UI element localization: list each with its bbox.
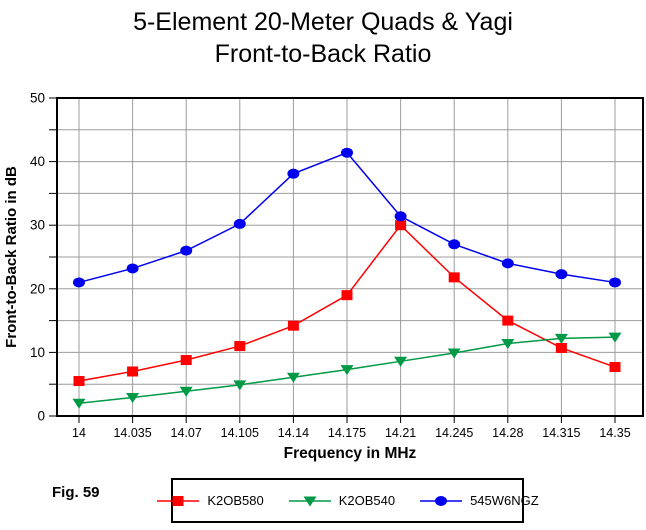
x-tick-label: 14.315 [542,426,580,440]
x-tick-label: 14.175 [328,426,366,440]
legend-item-K2OB580: K2OB580 [156,493,264,508]
series-K2OB540 [72,332,622,409]
legend-label: K2OB580 [207,493,264,508]
square-marker-icon [180,355,192,366]
circle-marker-icon [180,245,193,256]
y-axis-label: Front-to-Back Ratio in dB [3,166,20,348]
triangle-down-marker-icon [179,386,193,397]
triangle-down-marker-icon [554,333,568,344]
chart-canvas: 0 10 20 30 40 50 14 14.035 14.07 14.105 14.14 14.17… [3,91,644,462]
triangle-down-marker-icon [233,380,247,391]
chart-title-line2: Front-to-Back Ratio [214,40,432,68]
chart-title-line1: 5-Element 20-Meter Quads & Yagi [133,8,513,36]
y-tick-label: 30 [30,218,45,233]
legend-circle-marker-icon [420,495,463,506]
legend-square-marker-icon [157,495,200,506]
circle-marker-icon [501,258,514,269]
x-tick-label: 14.28 [492,426,523,440]
square-marker-icon [127,366,139,377]
y-tick-label: 0 [37,409,45,424]
triangle-down-marker-icon [286,372,300,383]
legend-box: K2OB580 K2OB540 545W6NGZ [157,478,539,523]
triangle-down-marker-icon [303,496,317,506]
legend-triangle-down-marker-icon [288,496,331,506]
circle-marker-icon [394,211,407,222]
figure-label: Fig. 59 [52,484,100,501]
triangle-down-marker-icon [447,348,461,359]
square-marker-icon [73,376,85,387]
square-marker-icon [395,220,407,231]
legend-label: K2OB540 [338,493,396,508]
x-tick-label: 14.245 [435,426,473,440]
legend-item-K2OB540: K2OB540 [288,493,395,508]
square-marker-icon [287,320,299,331]
circle-marker-icon [555,269,568,280]
series-545W6NGZ [73,147,621,288]
x-tick-label: 14.21 [385,426,416,440]
series-K2OB580 [73,220,621,387]
circle-marker-icon [448,239,461,250]
square-marker-icon [234,341,246,352]
circle-marker-icon [126,263,139,274]
square-marker-icon [448,272,460,283]
y-tick-label: 20 [30,281,45,296]
x-tick-label: 14.14 [278,426,309,440]
legend-item-545W6NGZ: 545W6NGZ [419,493,539,508]
circle-marker-icon [609,277,621,288]
circle-marker-icon [341,147,353,158]
x-tick-label: 14 [72,426,86,440]
y-tick-label: 40 [30,154,45,169]
square-marker-icon [555,342,567,353]
triangle-down-marker-icon [394,356,408,367]
square-marker-icon [502,315,514,326]
legend-label: 545W6NGZ [470,493,539,508]
square-marker-icon [609,362,621,373]
triangle-down-marker-icon [608,332,622,343]
circle-marker-icon [435,495,448,506]
triangle-down-marker-icon [340,365,354,376]
x-axis-label: Frequency in MHz [284,445,417,462]
chart-title: 5-Element 20-Meter Quads & Yagi Front-to… [0,6,646,70]
triangle-down-marker-icon [126,393,140,404]
circle-marker-icon [73,277,85,288]
x-tick-label: 14.07 [171,426,202,440]
x-tick-label: 14.35 [599,426,630,440]
y-tick-label: 50 [30,91,45,106]
x-tick-label: 14.035 [113,426,151,440]
square-marker-icon [341,290,353,301]
x-tick-label: 14.105 [221,426,259,440]
circle-marker-icon [287,168,300,179]
circle-marker-icon [233,218,246,229]
triangle-down-marker-icon [501,338,515,349]
triangle-down-marker-icon [72,398,86,409]
square-marker-icon [172,495,184,506]
y-tick-label: 10 [30,345,45,360]
